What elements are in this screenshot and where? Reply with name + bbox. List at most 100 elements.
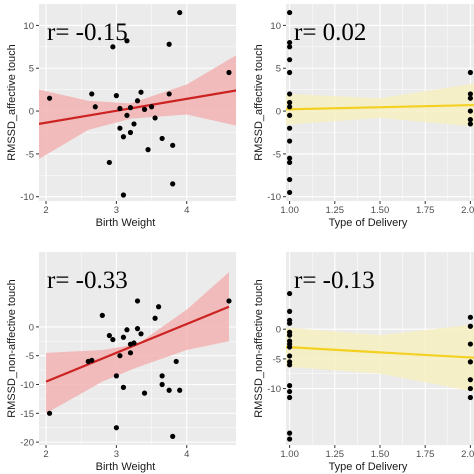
x-tick-label: 1.50	[371, 449, 390, 460]
data-point	[166, 387, 172, 393]
data-point	[99, 312, 105, 318]
data-point	[287, 394, 293, 401]
data-point	[124, 327, 130, 333]
data-point	[120, 384, 127, 390]
data-point	[113, 93, 119, 99]
data-point	[134, 98, 141, 104]
y-axis-title: RMSSD_non-affective touch	[6, 279, 18, 418]
data-point	[467, 341, 473, 347]
data-point	[467, 394, 473, 401]
correlation-label: r= -0.15	[47, 19, 128, 46]
data-point	[467, 314, 473, 320]
y-tick-label: 5	[276, 64, 281, 75]
x-tick-label: 1.25	[326, 205, 345, 216]
data-point	[287, 125, 293, 131]
data-point	[467, 91, 473, 97]
plot-layer	[45, 272, 232, 439]
data-point	[287, 332, 293, 338]
data-point	[110, 44, 116, 50]
data-point	[177, 9, 183, 16]
data-point	[117, 105, 123, 112]
data-point	[127, 350, 134, 356]
y-tick-label: -15	[20, 409, 34, 420]
data-point	[170, 181, 176, 187]
data-point	[166, 41, 172, 47]
data-point	[226, 69, 232, 76]
data-point	[467, 385, 473, 392]
data-point	[131, 121, 137, 127]
x-tick-label: 2.00	[461, 205, 474, 216]
data-point	[117, 353, 123, 359]
data-point	[467, 117, 473, 123]
y-tick-label: -5	[26, 351, 34, 362]
confidence-band	[286, 324, 474, 392]
data-point	[159, 381, 165, 388]
data-point	[113, 425, 119, 431]
data-point	[287, 436, 293, 442]
x-tick-label: 2.00	[461, 449, 474, 460]
x-tick-label: 1.25	[326, 449, 345, 460]
data-point	[287, 69, 293, 76]
data-point	[166, 91, 172, 97]
panel-2: 1.00 1.25 1.50 1.75 2.00 -10 -5 0 5 10 Type of Del…	[253, 4, 474, 229]
x-tick-label: 4	[184, 449, 189, 460]
data-point	[141, 390, 148, 396]
x-tick-label: 2	[43, 449, 48, 460]
data-point	[287, 189, 293, 196]
plot-layer	[286, 9, 474, 196]
data-point	[287, 99, 293, 106]
data-point	[177, 387, 183, 393]
data-point	[170, 142, 176, 148]
data-point	[170, 433, 176, 439]
data-point	[120, 134, 127, 140]
data-point	[152, 315, 158, 321]
data-point	[287, 290, 293, 297]
regression-line	[39, 89, 236, 125]
x-axis-title: Type of Delivery	[329, 217, 408, 229]
data-point	[145, 147, 151, 153]
y-tick-label: 0	[29, 322, 34, 333]
data-point	[120, 192, 127, 198]
y-tick-label: -5	[26, 149, 34, 160]
data-point	[141, 106, 148, 112]
data-point	[131, 340, 137, 346]
data-point	[287, 57, 293, 63]
data-point	[173, 358, 179, 365]
data-point	[134, 326, 141, 332]
x-tick-label: 4	[184, 205, 189, 216]
data-point	[113, 373, 119, 379]
y-tick-label: 0	[29, 107, 34, 118]
x-tick-label: 1.75	[416, 205, 435, 216]
y-tick-label: 0	[276, 325, 281, 336]
y-tick-label: -5	[273, 149, 281, 160]
data-point	[89, 357, 95, 363]
x-tick-label: 2	[43, 205, 48, 216]
y-tick-label: -10	[267, 384, 281, 395]
confidence-band	[46, 272, 229, 414]
y-tick-label: -20	[20, 438, 34, 449]
y-tick-label: 10	[23, 21, 34, 32]
data-point	[467, 377, 473, 383]
data-point	[287, 91, 293, 97]
y-axis-title: RMSSD_affective touch	[253, 44, 265, 161]
x-tick-label: 1.50	[371, 205, 390, 216]
data-point	[287, 9, 293, 16]
data-point	[287, 104, 293, 110]
data-point	[287, 112, 293, 118]
data-point	[106, 332, 112, 339]
data-point	[287, 155, 293, 161]
data-point	[127, 129, 134, 136]
data-point	[134, 298, 141, 304]
y-axis-title: RMSSD_non-affective touch	[253, 279, 265, 418]
data-point	[287, 388, 293, 395]
data-point	[117, 125, 123, 131]
data-point	[152, 115, 158, 121]
data-point	[287, 39, 293, 46]
panel-3: 2 3 4 -20 -15 -10 -5 0 Birth Weight RMSSD_non-aff…	[6, 252, 236, 473]
data-point	[467, 69, 473, 76]
data-point	[226, 298, 232, 304]
x-tick-label: 3	[114, 449, 119, 460]
plot-layer	[39, 9, 236, 198]
x-axis-title: Birth Weight	[96, 461, 156, 473]
data-point	[467, 359, 473, 365]
